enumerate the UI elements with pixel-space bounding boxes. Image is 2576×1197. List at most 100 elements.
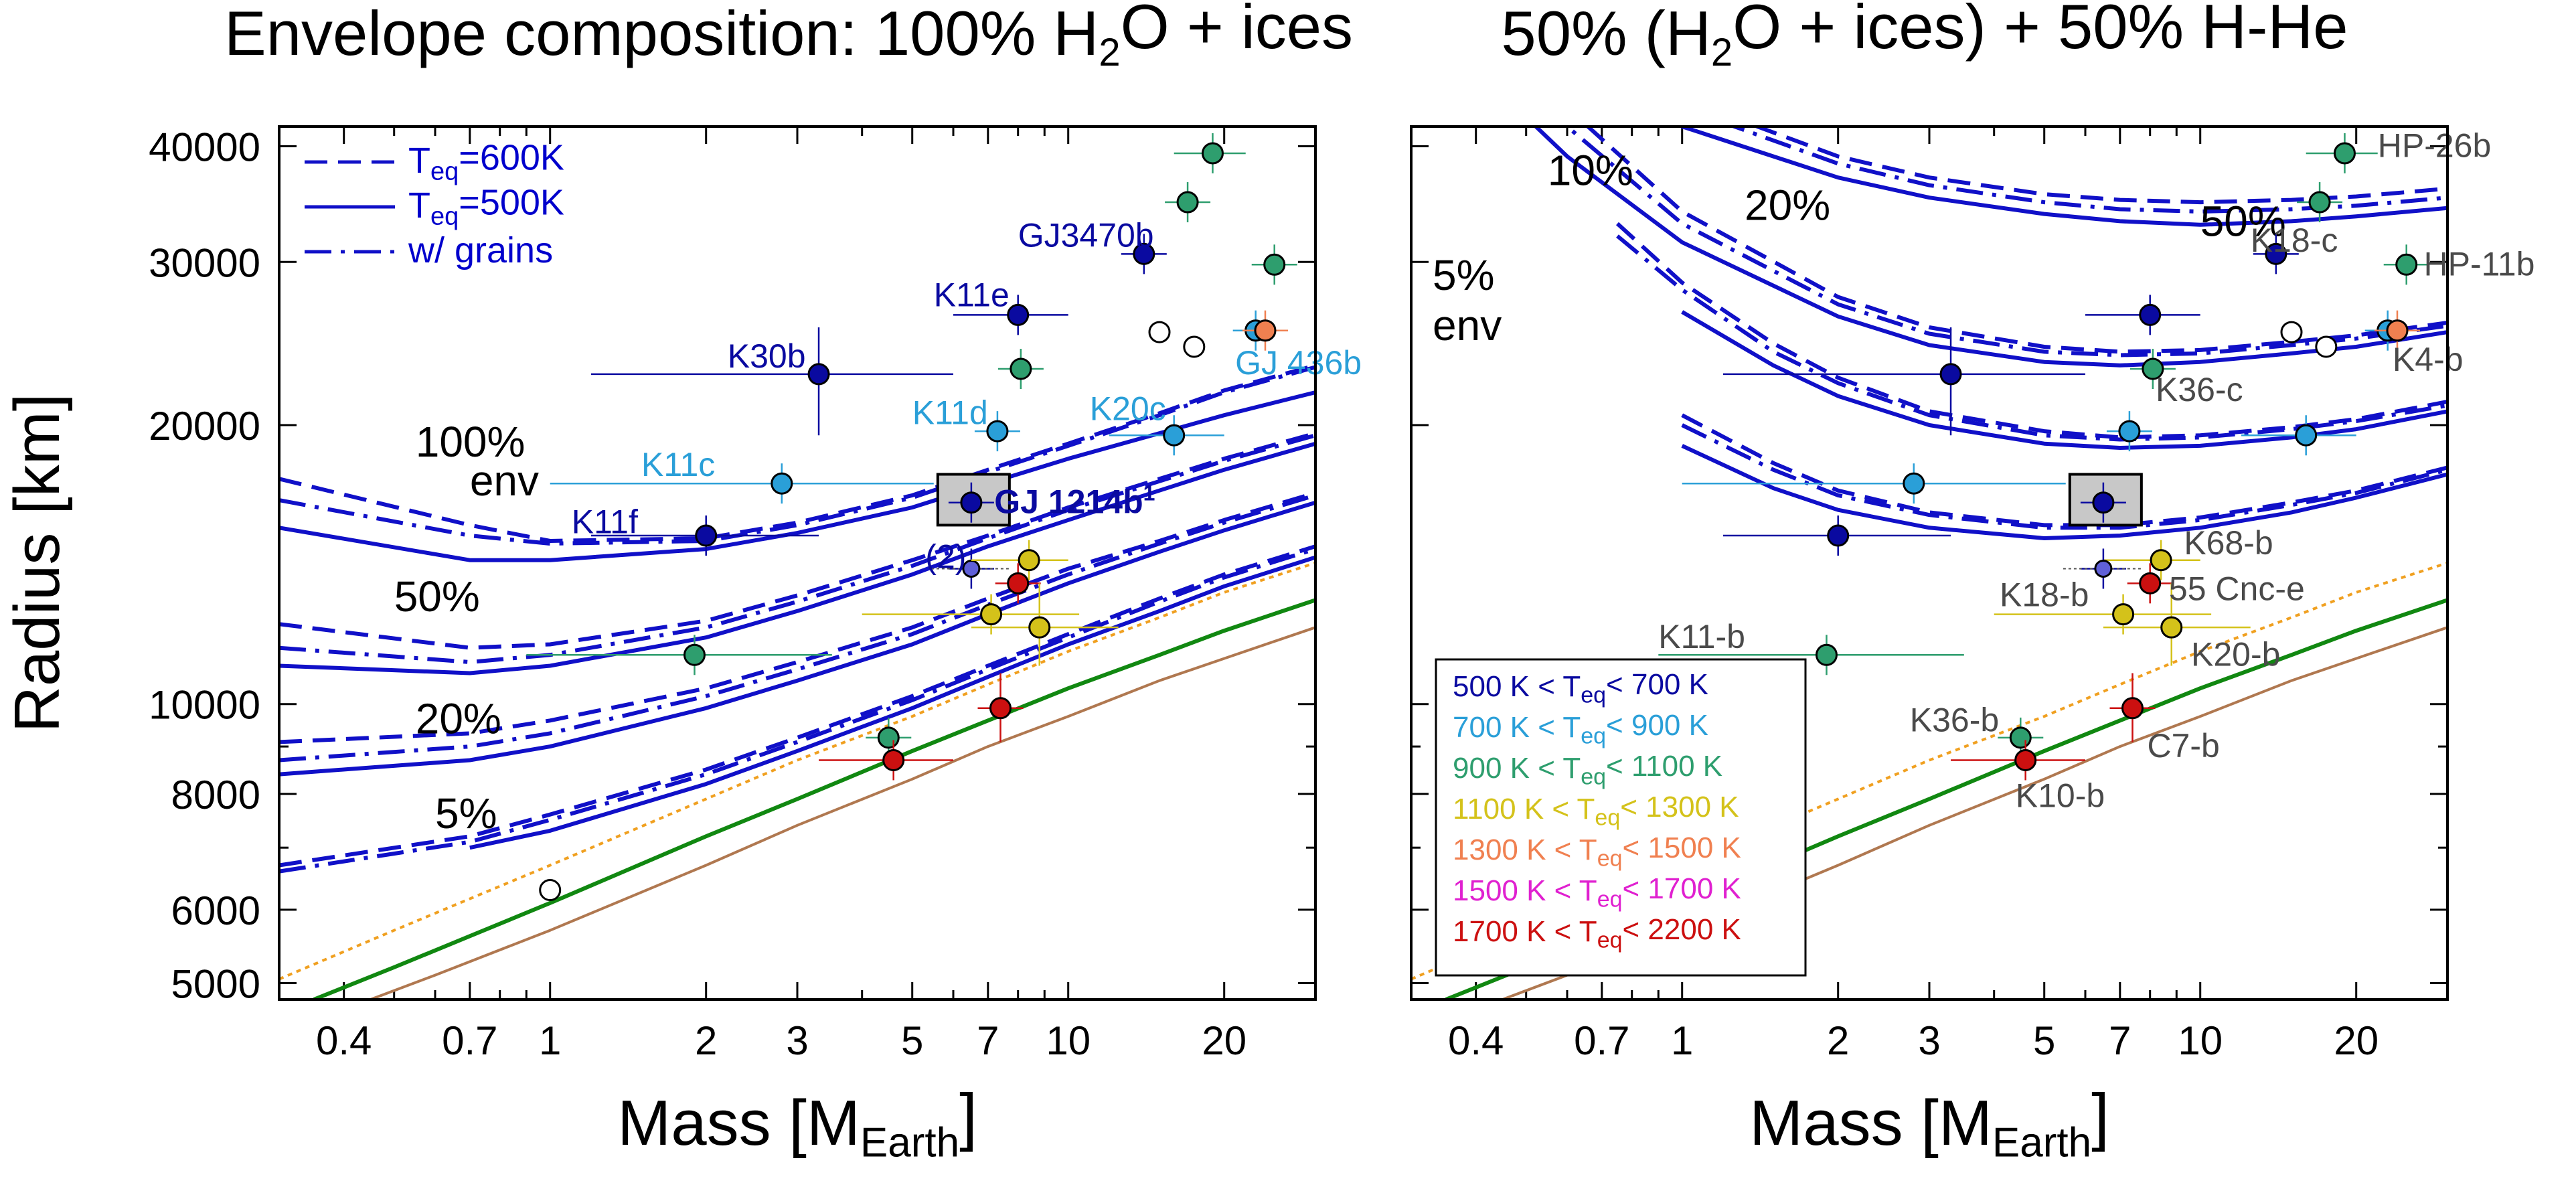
teq-legend-entry-part-2: < 1100 K [1606, 750, 1722, 783]
teq-legend-box [1435, 658, 1807, 977]
curve-50%-dashdot [279, 433, 1315, 664]
legend-entry-part-0: T [408, 141, 430, 181]
envelope-label: 20% [416, 694, 501, 742]
planet-point [2315, 335, 2338, 358]
planet-label: (2) [925, 538, 966, 576]
planet-point [2150, 549, 2172, 572]
curve-iron-rich-solid-brown [370, 626, 1315, 1000]
planet-point [1183, 335, 1206, 358]
x-tick-label: 2 [1827, 1018, 1849, 1063]
planet-point [539, 879, 562, 902]
planet-label: 55 Cnc-e [2169, 570, 2305, 607]
curve-earth-like-solid-green [313, 598, 1315, 1000]
curve-10%-solid [1681, 310, 2447, 450]
planet-label: C7-b [2147, 727, 2219, 765]
planet-point [2295, 424, 2318, 447]
teq-legend-entry: 1100 K < Teq< 1300 K [1453, 791, 1739, 830]
planet-point [882, 748, 905, 771]
x-axis-label: Mass [MEarth] [617, 1081, 977, 1166]
planet-point [2118, 420, 2141, 443]
curve-20%-dashdot [279, 493, 1315, 763]
planet-label: GJ 1214b1 [994, 481, 1155, 520]
plot-frame [278, 125, 1317, 1001]
envelope-label: 5% [435, 789, 497, 837]
planet-label: K11-b [1658, 618, 1745, 655]
planet-label: K11d [912, 394, 988, 431]
teq-legend-entry-part-2: < 1500 K [1623, 831, 1741, 864]
planet-point [2009, 726, 2032, 749]
legend-entry-part-0: T [408, 185, 430, 226]
x-tick-label: 1 [1671, 1018, 1693, 1063]
planet-label: GJ3470b [1018, 216, 1154, 254]
x-tick-label: 5 [2033, 1018, 2055, 1063]
left-panel: Envelope composition: 100% H2O + ices Mas… [1, 0, 1362, 1166]
y-tick-label: 5000 [171, 961, 260, 1006]
planet-point [2139, 303, 2162, 326]
envelope-label: 50% [2200, 197, 2286, 245]
x-tick-label: 0.4 [316, 1018, 372, 1063]
chart-title: 50% (H2O + ices) + 50% H-He [1501, 0, 2348, 74]
teq-legend-entry-part-1: eq [1597, 887, 1623, 912]
chart-title-part-1: 2 [1099, 31, 1120, 74]
planet-point [1815, 643, 1838, 666]
planet-point [807, 363, 830, 386]
chart-title: Envelope composition: 100% H2O + ices [224, 0, 1353, 74]
curve-5%-dashed [279, 544, 1315, 868]
planet-point [1007, 572, 1030, 594]
x-axis-label: Mass [MEarth] [1749, 1081, 2109, 1166]
planet-point [1263, 253, 1286, 276]
planet-point [989, 697, 1012, 720]
planet-point [1254, 319, 1277, 342]
legend-entry: Teq=600K [408, 138, 564, 186]
legend-entry: Teq=500K [408, 183, 564, 231]
envelope-label: 5% [1433, 251, 1495, 299]
planet-point [2280, 321, 2303, 343]
x-tick-label: 7 [2109, 1018, 2131, 1063]
planet-label: K30b [728, 337, 806, 375]
planet-point [1163, 424, 1186, 447]
teq-legend-entry-part-1: eq [1597, 928, 1623, 953]
planet-point [1903, 472, 1925, 495]
planet-label-superscript: 1 [1143, 481, 1155, 505]
legend-entry-part-2: =600K [459, 138, 564, 178]
teq-legend-entry: 1700 K < Teq< 2200 K [1453, 913, 1741, 953]
plot-frame [1410, 125, 2449, 1001]
planet-label: K18-c [2251, 222, 2338, 259]
planet-label: HP-11b [2424, 245, 2535, 283]
curve-50%-dashed [279, 431, 1315, 650]
curve-5%-dashdot [279, 547, 1315, 874]
planets-layer [526, 133, 1297, 902]
planet-point [2139, 572, 2162, 594]
curve-20%-dashed [1585, 127, 2447, 354]
x-axis-label-part-0: Mass [M [1749, 1087, 1992, 1159]
planet-point [2014, 748, 2037, 771]
planet-point [2265, 242, 2287, 265]
legend-entry-part-1: eq [430, 203, 459, 231]
x-tick-label: 0.7 [442, 1018, 497, 1063]
planet-label: K20-b [2191, 635, 2280, 673]
planet-point [1010, 357, 1032, 380]
planet-label: K68-b [2184, 524, 2273, 562]
chart-title-part-1: 2 [1711, 31, 1733, 74]
x-tick-label: 20 [2334, 1018, 2379, 1063]
planet-label: K36-c [2156, 371, 2243, 408]
x-tick-label: 20 [1202, 1018, 1246, 1063]
planet-point [877, 726, 900, 749]
planet-point [2333, 142, 2356, 165]
legend-entry-part-2: =500K [459, 183, 564, 223]
planet-label: K20c [1090, 390, 1166, 427]
chart-title-part-2: O + ices) + 50% H-He [1733, 0, 2348, 62]
legend-entry-part-1: eq [430, 158, 459, 186]
envelope-label: env [1433, 301, 1502, 349]
y-tick-label: 20000 [149, 404, 260, 449]
planet-point [1007, 303, 1030, 326]
x-axis-label-part-0: Mass [M [617, 1087, 860, 1159]
y-tick-label: 30000 [149, 240, 260, 285]
teq-legend-entry-part-0: 900 K < T [1453, 752, 1581, 785]
planet-point [683, 643, 706, 666]
planet-point [1201, 142, 1224, 165]
y-tick-label: 8000 [171, 773, 260, 817]
chart-title-part-0: 50% (H [1501, 0, 1710, 68]
legend-entry-part-0: w/ grains [408, 230, 553, 270]
